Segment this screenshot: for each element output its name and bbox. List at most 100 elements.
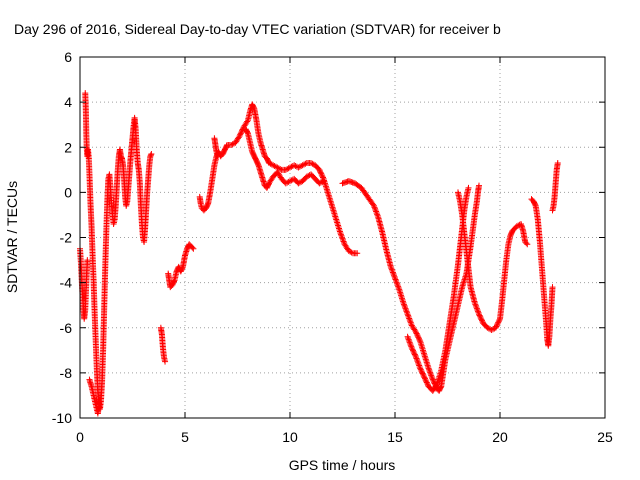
data-point	[472, 302, 479, 309]
data-point	[403, 308, 410, 315]
data-point	[471, 299, 478, 306]
y-tick-label: 0	[64, 184, 72, 200]
axis-ticks	[79, 56, 606, 419]
data-point	[495, 319, 502, 326]
data-point	[373, 208, 380, 215]
data-point	[524, 241, 531, 248]
data-point	[421, 374, 428, 381]
data-point	[428, 372, 435, 379]
data-point	[477, 313, 484, 320]
data-point	[409, 346, 416, 353]
data-point	[319, 173, 326, 180]
data-point	[404, 311, 411, 318]
data-point	[424, 380, 431, 387]
data-point	[407, 319, 414, 326]
data-point	[250, 104, 257, 111]
data-point	[302, 160, 309, 167]
data-point	[419, 370, 426, 377]
data-point	[390, 270, 397, 277]
data-point	[478, 316, 485, 323]
data-point	[407, 342, 414, 349]
data-point	[437, 384, 444, 391]
data-point	[406, 338, 413, 345]
data-point	[417, 366, 424, 373]
data-point	[411, 351, 418, 358]
y-tick-label: -10	[52, 410, 72, 426]
y-tick-label: 6	[64, 49, 72, 65]
data-point	[244, 129, 251, 136]
data-point	[405, 335, 412, 342]
data-point	[401, 302, 408, 309]
data-point	[416, 335, 422, 342]
data-point	[419, 369, 425, 376]
data-point	[374, 211, 381, 218]
x-tick-label: 20	[492, 429, 508, 445]
data-point	[417, 365, 424, 372]
data-point	[318, 170, 325, 177]
data-point	[429, 375, 436, 382]
data-point	[392, 276, 399, 283]
data-point	[395, 283, 402, 290]
data-point	[170, 278, 177, 285]
data-point	[390, 272, 397, 279]
y-tick-label: -6	[60, 320, 73, 336]
data-point	[337, 229, 344, 236]
data-point	[388, 266, 395, 273]
data-point	[405, 336, 412, 343]
data-point	[474, 306, 481, 313]
data-point	[189, 244, 196, 251]
data-point	[426, 368, 433, 375]
data-point	[476, 312, 483, 319]
data-point	[420, 373, 427, 380]
data-point	[338, 234, 345, 241]
data-point	[95, 403, 102, 410]
data-point	[340, 237, 347, 244]
data-point	[413, 355, 420, 362]
data-point	[427, 369, 434, 376]
data-point	[341, 239, 348, 246]
y-tick-label: -4	[60, 275, 73, 291]
data-point	[475, 309, 482, 316]
data-point	[179, 264, 186, 271]
data-point	[338, 232, 345, 239]
data-point	[426, 366, 433, 373]
data-point	[339, 235, 346, 242]
data-point	[554, 160, 561, 167]
data-point	[235, 134, 242, 141]
data-point	[401, 304, 408, 311]
data-point	[340, 238, 347, 245]
data-point	[425, 365, 432, 372]
data-point	[372, 207, 379, 214]
x-tick-label: 15	[387, 429, 403, 445]
x-tick-label: 5	[181, 429, 189, 445]
data-point	[237, 130, 244, 137]
data-point	[411, 350, 418, 357]
data-point	[429, 376, 436, 383]
data-point	[415, 359, 422, 366]
data-point	[473, 305, 480, 312]
data-point	[317, 168, 323, 175]
data-point	[423, 379, 430, 386]
data-point	[408, 343, 415, 350]
data-point	[408, 345, 415, 352]
data-point	[391, 273, 398, 280]
data-point	[418, 367, 425, 374]
data-point	[423, 378, 430, 385]
data-point	[388, 265, 395, 272]
data-point	[236, 132, 243, 139]
data-point	[406, 316, 413, 323]
data-markers	[77, 90, 561, 417]
tick-labels: 0 5 10 15 20 25 -10 -8 -6 -4 -2 0 2 4 6	[52, 49, 613, 445]
data-point	[413, 329, 419, 336]
data-point	[492, 324, 499, 331]
data-point	[412, 327, 419, 334]
data-point	[318, 171, 325, 178]
data-point	[407, 340, 414, 347]
data-point	[415, 361, 422, 368]
data-point	[494, 322, 500, 329]
data-point	[317, 169, 324, 176]
y-tick-label: 2	[64, 139, 72, 155]
data-point	[244, 118, 251, 125]
